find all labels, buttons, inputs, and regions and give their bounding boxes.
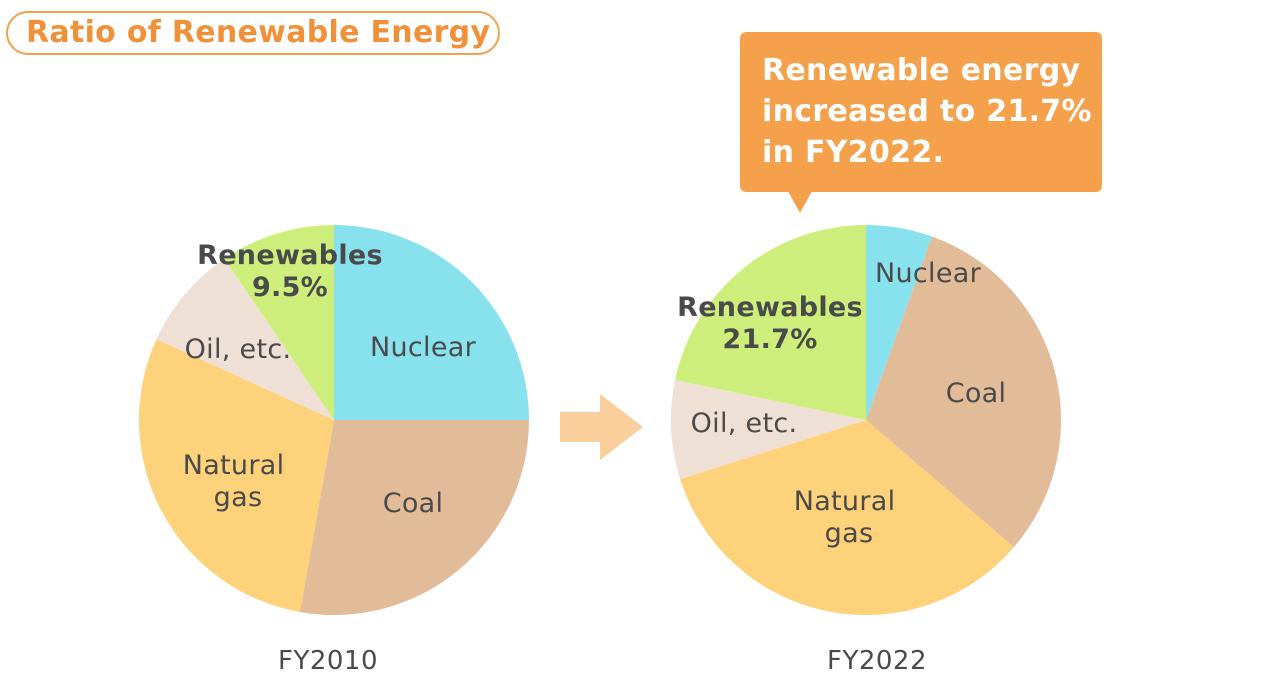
fy2022-label-natural-gas: Natural gas: [794, 486, 905, 549]
fy2022-label-nuclear: Nuclear: [875, 258, 982, 289]
fy2022-label-oil: Oil, etc.: [691, 408, 798, 439]
callout-tail: [788, 191, 812, 213]
fy2022-caption: FY2022: [827, 646, 927, 676]
fy2010-label-natural-gas-line2: gas: [214, 482, 263, 513]
fy2022-slice-oil: [671, 379, 866, 480]
fy2022-slice-renewables: [675, 225, 866, 420]
callout-text: Renewable energy increased to 21.7% in F…: [762, 53, 1092, 170]
fy2010-slice-natural-gas: [139, 339, 334, 612]
fy2010-slice-oil: [156, 258, 334, 420]
fy2010-label-nuclear: Nuclear: [370, 332, 477, 363]
fy2022-label-natural-gas-line1: Natural: [794, 486, 896, 517]
fy2010-slice-renewables: [224, 225, 334, 420]
fy2022-label-coal: Coal: [946, 378, 1007, 409]
fy2010-label-coal: Coal: [383, 488, 444, 519]
transition-arrow-icon: [560, 394, 643, 460]
pie-fy2010: [139, 225, 529, 616]
fy2010-caption: FY2010: [278, 646, 378, 676]
callout-box: Renewable energy increased to 21.7% in F…: [740, 32, 1102, 213]
fy2022-slice-nuclear: [866, 225, 933, 420]
fy2010-label-oil: Oil, etc.: [185, 334, 292, 365]
fy2010-slice-coal: [299, 420, 529, 616]
fy2010-label-natural-gas-line1: Natural: [183, 450, 285, 481]
fy2010-slice-nuclear: [334, 225, 529, 420]
pie-fy2022: [671, 225, 1061, 615]
fy2022-label-natural-gas-line2: gas: [825, 518, 874, 549]
fy2010-label-natural-gas: Natural gas: [183, 450, 294, 513]
fy2022-slice-coal: [866, 236, 1061, 548]
fy2022-label-renewables: Renewables: [677, 292, 863, 323]
fy2010-label-renewables: Renewables: [197, 240, 383, 271]
fy2010-label-renewables-pct: 9.5%: [252, 272, 328, 303]
chart-title: Ratio of Renewable Energy: [6, 11, 500, 55]
fy2022-label-renewables-pct: 21.7%: [722, 324, 817, 355]
fy2022-slice-natural-gas: [680, 420, 1014, 615]
